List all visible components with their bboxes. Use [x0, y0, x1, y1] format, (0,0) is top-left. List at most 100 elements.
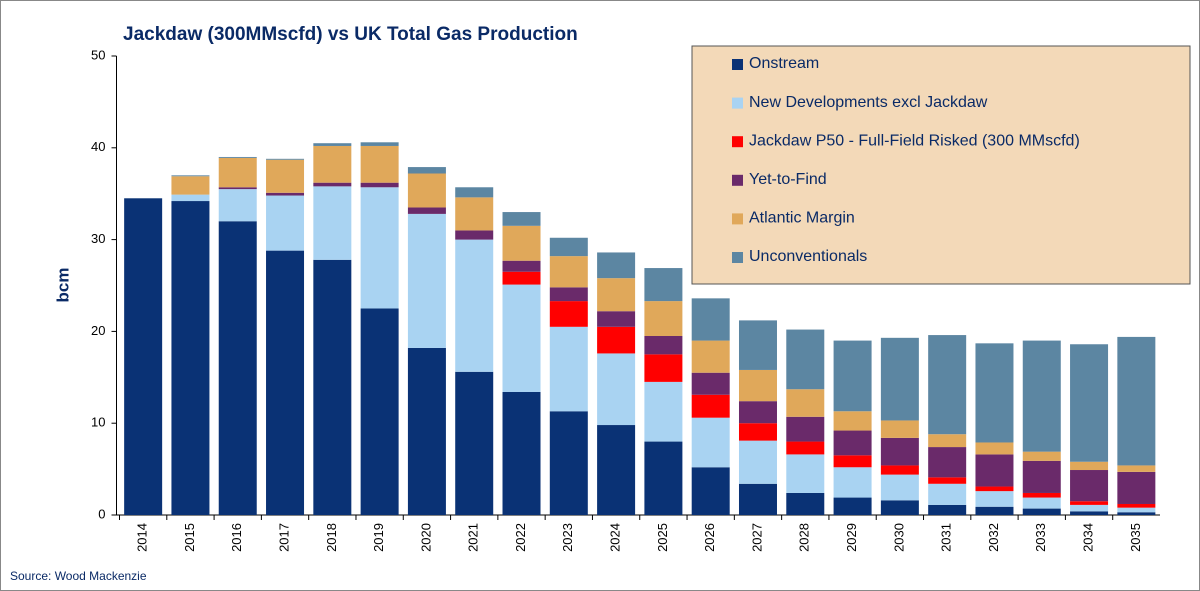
bar-segment	[218, 157, 257, 188]
bar-segment	[313, 186, 352, 260]
bar-segment	[549, 326, 588, 412]
bar-segment	[502, 284, 541, 392]
bar-segment	[928, 447, 967, 478]
bar-segment	[1117, 512, 1156, 515]
bar-segment	[597, 326, 636, 354]
source-note: Source: Wood Mackenzie	[10, 569, 147, 583]
bar-segment	[266, 195, 305, 251]
bar-segment	[880, 465, 919, 475]
bar-segment	[786, 441, 825, 455]
legend-swatch	[732, 213, 743, 225]
x-tick-label: 2015	[182, 523, 197, 552]
bar-segment	[880, 337, 919, 421]
x-tick-label: 2023	[560, 523, 575, 552]
x-tick-label: 2028	[797, 523, 812, 552]
bar-segment	[455, 187, 494, 198]
bar-segment	[313, 182, 352, 187]
bar-segment	[644, 381, 683, 442]
bar-segment	[1022, 497, 1061, 509]
bar-segment	[738, 423, 777, 441]
bar-segment	[644, 441, 683, 515]
bar-segment	[691, 298, 730, 341]
bar-segment	[928, 483, 967, 505]
bar-segment	[1117, 465, 1156, 472]
bar-segment	[975, 491, 1014, 507]
y-tick-label: 30	[91, 231, 105, 246]
legend-swatch	[732, 97, 743, 109]
bar-segment	[171, 175, 210, 177]
bar-segment	[549, 287, 588, 302]
bar-segment	[644, 335, 683, 355]
bar-segment	[1022, 460, 1061, 493]
bar-segment	[218, 187, 257, 190]
legend-swatch	[732, 136, 743, 148]
x-tick-label: 2025	[655, 523, 670, 552]
bar-segment	[455, 371, 494, 515]
bar-segment	[360, 142, 399, 146]
bar-segment	[1117, 336, 1156, 466]
bar-segment	[644, 268, 683, 302]
bar-segment	[975, 486, 1014, 492]
bar-segment	[549, 301, 588, 327]
legend-label: Atlantic Margin	[749, 210, 855, 227]
bar-segment	[549, 256, 588, 288]
legend-swatch	[732, 59, 743, 70]
x-tick-label: 2018	[324, 523, 339, 552]
bar-segment	[266, 158, 305, 160]
x-tick-label: 2014	[135, 523, 150, 552]
bar-segment	[455, 230, 494, 240]
bar-segment	[691, 340, 730, 373]
bar-segment	[1022, 492, 1061, 498]
y-tick-label: 40	[91, 139, 105, 154]
bar-segment	[1070, 511, 1109, 515]
bar-segment	[266, 192, 305, 196]
bar-segment	[313, 143, 352, 146]
bar-segment	[738, 440, 777, 484]
legend-label: Unconventionals	[749, 248, 867, 265]
x-tick-label: 2022	[513, 523, 528, 552]
bar-segment	[975, 343, 1014, 443]
x-tick-label: 2029	[844, 523, 859, 552]
bar-segment	[597, 425, 636, 515]
x-tick-label: 2035	[1128, 523, 1143, 552]
bar-segment	[1070, 501, 1109, 505]
bar-segment	[691, 417, 730, 468]
bar-segment	[549, 237, 588, 257]
bar-segment	[1117, 471, 1156, 504]
bar-segment	[455, 197, 494, 231]
bar-segment	[171, 194, 210, 202]
x-tick-label: 2020	[418, 523, 433, 552]
y-tick-label: 20	[91, 323, 105, 338]
y-tick-label: 0	[98, 506, 105, 521]
bar-segment	[691, 467, 730, 515]
bar-segment	[833, 497, 872, 515]
x-tick-label: 2034	[1080, 523, 1095, 552]
x-tick-label: 2019	[371, 523, 386, 552]
bar-segment	[407, 173, 446, 208]
bar-segment	[975, 506, 1014, 515]
y-tick-label: 50	[91, 47, 105, 62]
bar-segment	[1070, 504, 1109, 512]
bar-segment	[880, 500, 919, 515]
bar-segment	[691, 394, 730, 418]
bar-segment	[833, 340, 872, 412]
bar-segment	[502, 391, 541, 515]
bar-segment	[407, 213, 446, 348]
bar-segment	[597, 278, 636, 312]
bar-segment	[502, 271, 541, 285]
bar-segment	[738, 369, 777, 402]
legend-label: New Developments excl Jackdaw	[749, 94, 988, 111]
bar-segment	[502, 260, 541, 272]
bar-segment	[786, 492, 825, 515]
bar-segment	[407, 167, 446, 174]
chart-title: Jackdaw (300MMscfd) vs UK Total Gas Prod…	[123, 24, 578, 45]
x-tick-label: 2027	[749, 523, 764, 552]
bar-segment	[1070, 470, 1109, 502]
bar-segment	[124, 198, 163, 516]
legend-swatch	[732, 252, 743, 263]
bar-segment	[313, 145, 352, 183]
bar-segment	[597, 353, 636, 426]
x-tick-label: 2016	[229, 523, 244, 552]
bar-segment	[738, 320, 777, 370]
